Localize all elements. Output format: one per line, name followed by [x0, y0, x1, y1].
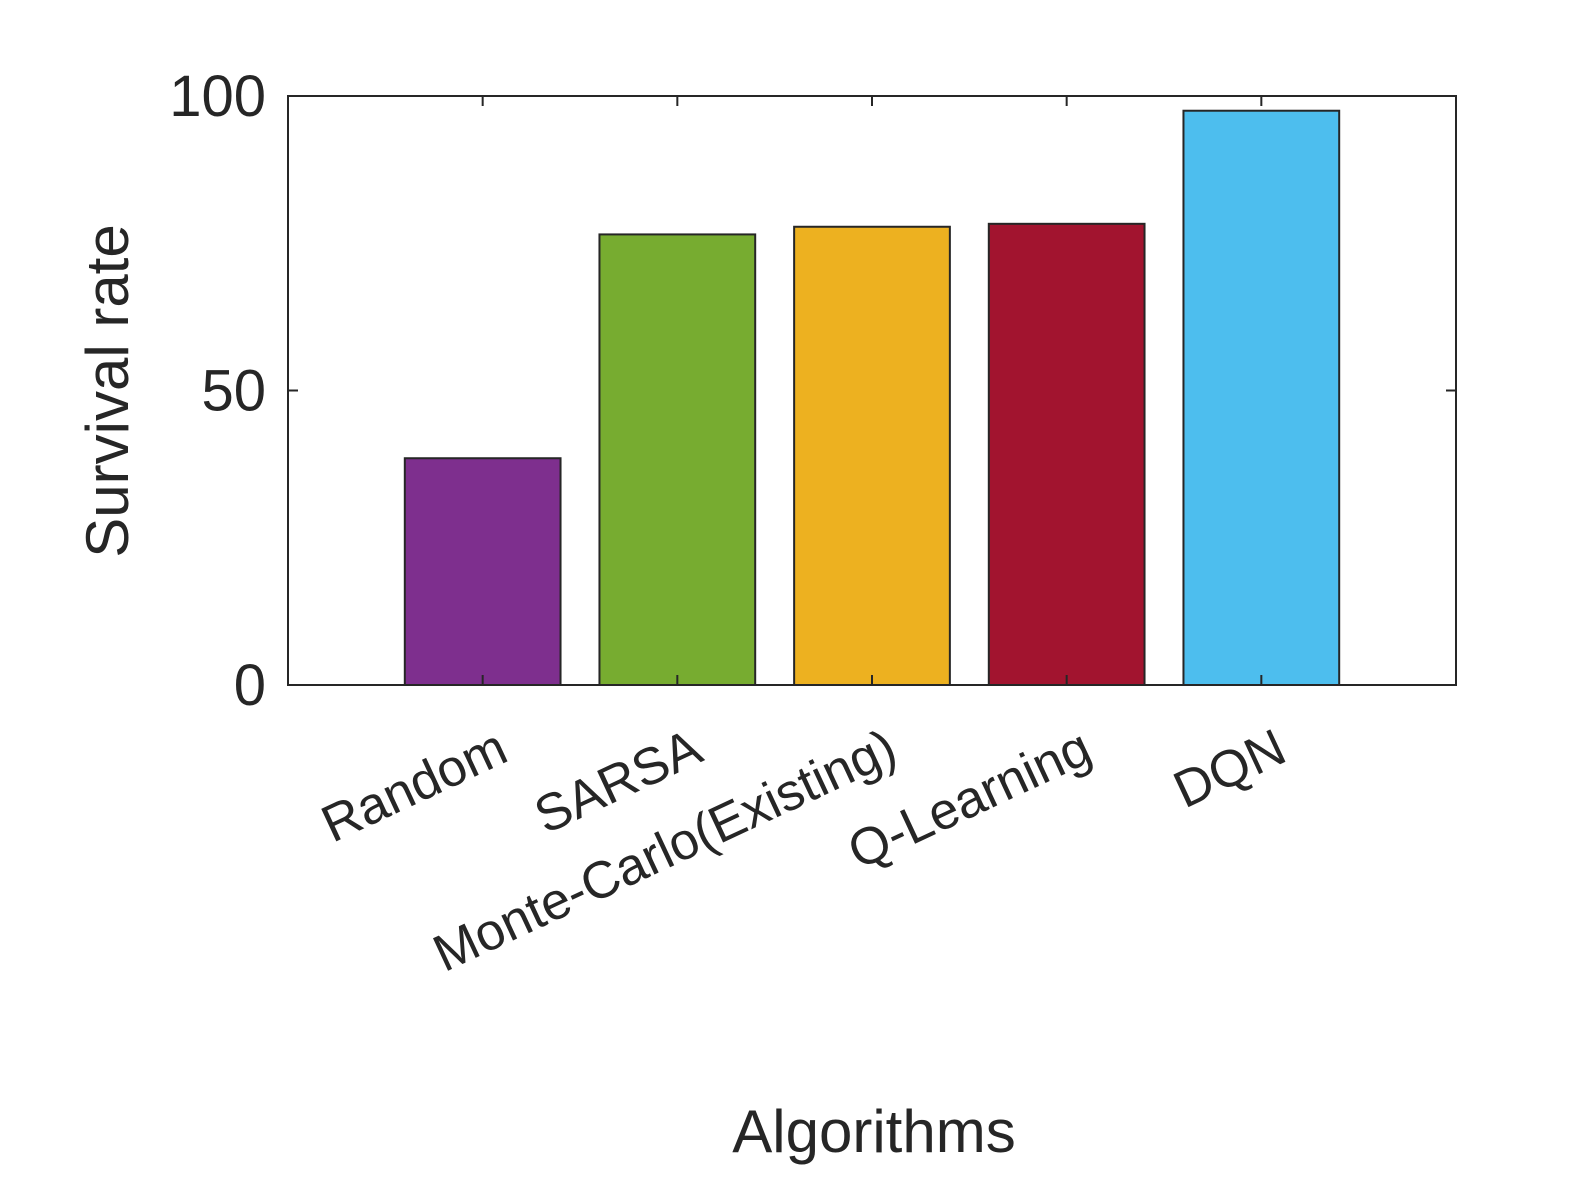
bar-monte-carlo-existing: [793, 225, 951, 686]
y-tick-label: 50: [201, 359, 266, 424]
y-axis-title: Survival rate: [74, 224, 141, 557]
axis-ticks-group: [288, 95, 1456, 686]
x-tick-label: DQN: [1165, 718, 1294, 819]
x-tick-label: Random: [313, 718, 516, 854]
x-axis-title: Algorithms: [732, 1098, 1015, 1165]
bar-dqn: [1182, 109, 1341, 687]
bar-sarsa: [598, 233, 757, 686]
y-tick-label: 100: [169, 64, 266, 129]
bar-random: [403, 457, 562, 686]
y-tick-label: 0: [234, 653, 266, 718]
y-tick-labels-group: 0 50 100: [169, 64, 266, 718]
x-tick-labels-group: Random SARSAMonte-Carlo(Existing)Q-Learni…: [313, 718, 1294, 983]
bars-group: [403, 109, 1341, 687]
bar-q-learning: [987, 222, 1146, 687]
